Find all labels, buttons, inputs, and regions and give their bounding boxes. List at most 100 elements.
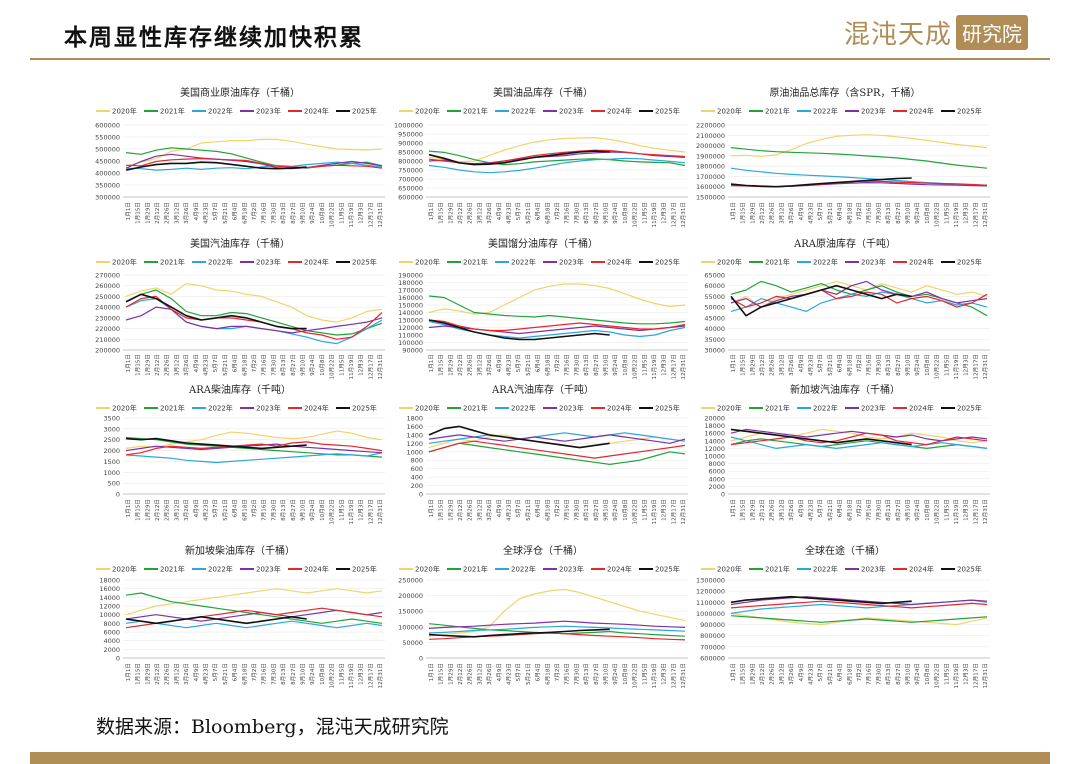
x-tick-label: 1月1日	[125, 663, 132, 681]
legend-label: 2023年	[256, 258, 281, 267]
x-tick-label: 10月8日	[319, 499, 326, 521]
x-tick-label: 2月12日	[154, 499, 161, 521]
y-tick-label: 1800	[406, 415, 423, 423]
x-tick-label: 2月26日	[769, 202, 776, 224]
x-tick-label: 4月23日	[505, 663, 512, 685]
x-tick-label: 9月10日	[603, 663, 610, 685]
legend-label: 2021年	[463, 565, 488, 574]
x-tick-label: 1月15日	[438, 499, 445, 521]
legend-label: 2020年	[415, 404, 440, 413]
x-tick-label: 12月17日	[670, 663, 677, 688]
x-tick-label: 5月21日	[525, 354, 532, 376]
x-tick-label: 9月24日	[309, 499, 316, 521]
y-tick-label: 16000	[704, 430, 725, 438]
legend-label: 2020年	[112, 565, 137, 574]
series-line	[428, 442, 686, 465]
source-note: 数据来源：Bloomberg，混沌天成研究院	[96, 716, 449, 738]
x-tick-label: 9月10日	[300, 499, 307, 521]
x-tick-label: 1月29日	[749, 663, 756, 685]
x-tick-label: 1月29日	[749, 354, 756, 376]
series-line	[428, 150, 610, 166]
x-tick-label: 10月22日	[934, 202, 941, 227]
x-tick-label: 11月19日	[651, 499, 658, 524]
y-tick-label: 240000	[95, 304, 120, 312]
x-tick-label: 7月2日	[856, 202, 863, 220]
x-tick-label: 11月19日	[953, 499, 960, 524]
x-tick-label: 7月16日	[564, 354, 571, 376]
legend-label: 2020年	[717, 404, 742, 413]
legend-label: 2022年	[511, 258, 536, 267]
y-tick-label: 50000	[402, 639, 423, 647]
x-tick-label: 5月21日	[222, 663, 229, 685]
x-tick-label: 5月21日	[222, 499, 229, 521]
series-line	[125, 441, 383, 456]
y-tick-label: 3000	[103, 425, 120, 433]
legend-label: 2021年	[160, 565, 185, 574]
legend-label: 2024年	[607, 258, 632, 267]
x-tick-label: 7月2日	[856, 499, 863, 517]
series-line	[730, 428, 912, 446]
x-tick-label: 10月8日	[319, 202, 326, 224]
x-tick-label: 2月26日	[769, 663, 776, 685]
x-tick-label: 11月5日	[943, 202, 950, 224]
x-tick-label: 8月13日	[583, 663, 590, 685]
x-tick-label: 3月12日	[778, 499, 785, 521]
y-tick-label: 2200000	[696, 122, 725, 130]
x-tick-label: 8月27日	[290, 663, 297, 685]
legend-label: 2025年	[957, 565, 982, 574]
x-tick-label: 7月2日	[554, 202, 561, 220]
x-tick-label: 12月3日	[963, 663, 970, 685]
x-tick-label: 10月8日	[924, 202, 931, 224]
legend-label: 2024年	[304, 565, 329, 574]
y-tick-label: 0	[116, 655, 120, 663]
x-tick-label: 2月12日	[759, 354, 766, 376]
x-tick-label: 3月12日	[173, 354, 180, 376]
series-line	[428, 157, 686, 174]
y-tick-label: 150000	[398, 608, 423, 616]
x-tick-label: 1月15日	[438, 663, 445, 685]
y-tick-label: 200000	[95, 347, 120, 355]
series-line	[730, 284, 912, 317]
x-tick-label: 1月1日	[428, 202, 435, 220]
x-tick-label: 4月9日	[798, 202, 805, 220]
y-tick-label: 12000	[99, 603, 120, 611]
x-tick-label: 11月5日	[641, 499, 648, 521]
series-line	[125, 293, 307, 330]
x-tick-label: 9月10日	[300, 354, 307, 376]
x-tick-label: 12月31日	[982, 663, 989, 688]
x-tick-label: 8月13日	[583, 202, 590, 224]
x-tick-label: 12月17日	[367, 499, 374, 524]
x-tick-label: 6月18日	[846, 202, 853, 224]
x-tick-label: 6月4日	[232, 354, 239, 372]
series-line	[428, 150, 686, 167]
x-tick-label: 11月5日	[338, 202, 345, 224]
x-tick-label: 4月9日	[193, 202, 200, 220]
x-tick-label: 5月21日	[827, 202, 834, 224]
x-tick-label: 2月12日	[457, 663, 464, 685]
y-tick-label: 50000	[704, 304, 725, 312]
x-tick-label: 6月18日	[846, 663, 853, 685]
x-tick-label: 8月27日	[290, 202, 297, 224]
series-line	[428, 588, 686, 637]
y-tick-label: 1000000	[696, 610, 725, 618]
y-tick-label: 6000	[103, 629, 120, 637]
x-tick-label: 12月3日	[358, 663, 365, 685]
x-tick-label: 4月23日	[505, 202, 512, 224]
x-tick-label: 10月22日	[329, 663, 336, 688]
series-line	[125, 295, 383, 340]
x-tick-label: 8月27日	[895, 499, 902, 521]
y-tick-label: 500	[108, 480, 120, 488]
y-tick-label: 650000	[398, 185, 423, 193]
x-tick-label: 1月1日	[428, 354, 435, 372]
series-line	[125, 306, 383, 334]
y-tick-label: 210000	[95, 336, 120, 344]
series-line	[730, 432, 988, 446]
x-tick-label: 9月24日	[309, 354, 316, 376]
x-tick-label: 1月29日	[447, 202, 454, 224]
x-tick-label: 1月15日	[740, 499, 747, 521]
chart-title: ARA汽油库存（千吨）	[491, 383, 594, 396]
x-tick-label: 7月30日	[270, 202, 277, 224]
series-line	[428, 283, 686, 315]
x-tick-label: 3月12日	[778, 202, 785, 224]
legend-label: 2020年	[415, 565, 440, 574]
